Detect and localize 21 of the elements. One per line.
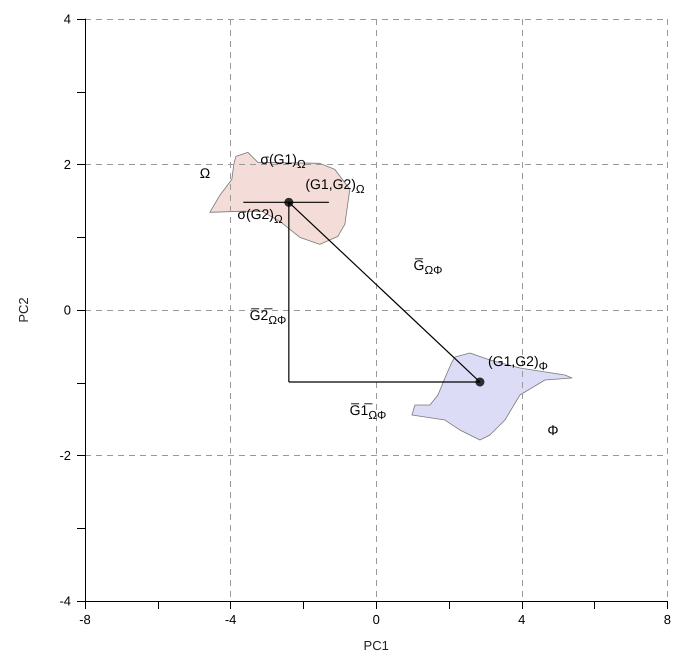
annotation: Φ — [547, 422, 559, 438]
y-tick-label: 4 — [64, 12, 71, 26]
annotation: G̅$_{ΩΦ}$ — [414, 257, 442, 279]
annotation: G̅1̅$_{ΩΦ}$ — [350, 402, 386, 424]
x-axis-title: PC1 — [364, 638, 389, 653]
annotation: σ(G1)$_{Ω}$ — [260, 151, 306, 173]
x-tick-label: 0 — [372, 612, 380, 627]
annotation: (G1,G2)$_{Φ}$ — [488, 353, 548, 375]
y-tick-label: -4 — [59, 594, 71, 608]
annotation: σ(G2)$_{Ω}$ — [237, 206, 283, 228]
annotation: Ω — [200, 165, 210, 181]
x-tick-label: -8 — [79, 612, 91, 627]
annotation: (G1,G2)$_{Ω}$ — [305, 176, 365, 198]
x-tick-label: 8 — [664, 612, 671, 627]
annotation: G̅2̅$_{ΩΦ}$ — [250, 307, 286, 329]
y-tick-label: 0 — [64, 302, 71, 318]
y-tick-label: -2 — [59, 448, 71, 463]
x-tick-label: -4 — [224, 612, 236, 627]
y-axis-title: PC2 — [16, 297, 31, 323]
y-tick-label: 2 — [64, 157, 71, 172]
x-tick-label: 4 — [518, 612, 526, 627]
